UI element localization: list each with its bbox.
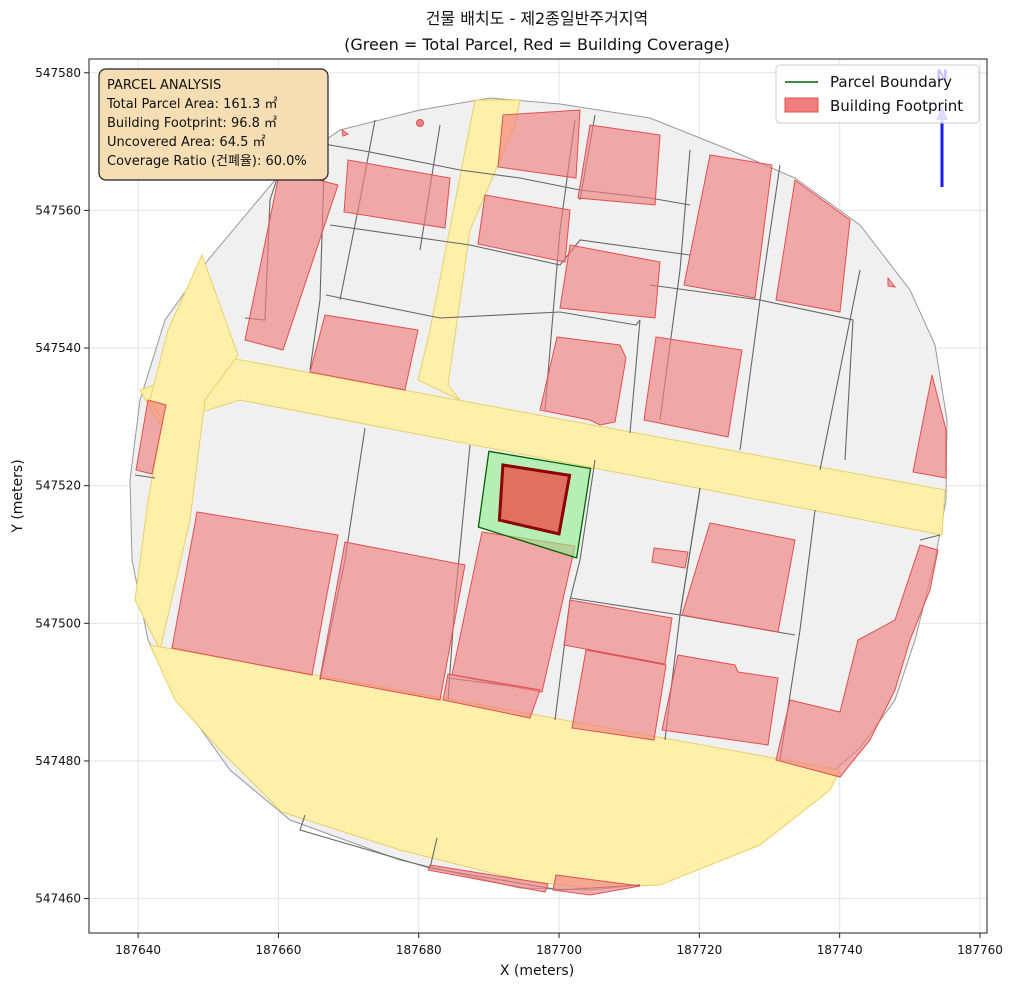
road-ns-center (417, 99, 521, 401)
building (563, 599, 673, 665)
small-marker (416, 119, 424, 127)
x-tick-label: 187740 (817, 943, 863, 957)
building (309, 314, 419, 391)
map-layer (129, 97, 948, 896)
building (651, 547, 689, 569)
x-tick-label: 187700 (536, 943, 582, 957)
chart-title: 건물 배치도 - 제2종일반주거지역 (426, 9, 649, 28)
plot-frame (88, 58, 988, 934)
chart-subtitle: (Green = Total Parcel, Red = Building Co… (344, 35, 730, 54)
y-tick-label: 547540 (35, 341, 81, 355)
y-tick-label: 547500 (35, 616, 81, 630)
building (912, 374, 947, 479)
building (683, 154, 773, 299)
y-axis-label: Y (meters) (10, 459, 26, 533)
x-axis-label: X (meters) (500, 963, 574, 979)
north-label: N (936, 68, 948, 84)
y-tick-label: 547480 (35, 754, 81, 768)
y-tick-label: 547580 (35, 66, 81, 80)
x-tick-label: 187640 (115, 943, 161, 957)
info-box-background (98, 68, 329, 181)
x-tick-label: 187660 (256, 943, 302, 957)
legend-background (775, 64, 980, 124)
legend: Parcel Boundary Building Footprint (775, 64, 980, 124)
x-tick-label: 187720 (676, 943, 722, 957)
legend-building-label: Building Footprint (830, 97, 963, 115)
building (343, 159, 451, 229)
building (477, 194, 571, 263)
building (171, 511, 339, 676)
building (442, 673, 541, 719)
building (643, 336, 743, 438)
building (571, 649, 667, 741)
x-tick-label: 187760 (957, 943, 1003, 957)
info-ratio: Coverage Ratio (건폐율): 60.0% (107, 154, 307, 169)
y-tick-label: 547520 (35, 479, 81, 493)
building (319, 541, 466, 701)
y-tick-label: 547560 (35, 203, 81, 217)
building (427, 864, 549, 893)
building (887, 276, 897, 288)
building (539, 336, 627, 426)
building (681, 522, 796, 633)
parcel-analysis-box: PARCEL ANALYSIS Total Parcel Area: 161.3… (98, 68, 329, 181)
building (341, 128, 350, 137)
buildings (135, 109, 947, 896)
roads (134, 99, 946, 889)
building (497, 109, 581, 179)
info-total-area: Total Parcel Area: 161.3 ㎡ (106, 97, 277, 112)
target-building (497, 463, 572, 536)
building (559, 244, 661, 319)
info-heading: PARCEL ANALYSIS (107, 78, 221, 93)
info-footprint: Building Footprint: 96.8 ㎡ (107, 116, 277, 131)
building (775, 544, 939, 778)
x-tick-label: 187680 (396, 943, 442, 957)
x-ticks: 187640 187660 187680 187700 187720 187740 1877… (115, 933, 1003, 957)
y-ticks: 547460 547480 547500 547520 547540 547560 5475… (35, 66, 89, 906)
info-uncovered: Uncovered Area: 64.5 ㎡ (107, 135, 266, 150)
legend-parcel-label: Parcel Boundary (830, 73, 952, 91)
building (552, 874, 641, 896)
building (775, 179, 851, 313)
building (661, 654, 779, 746)
road-ns-west (134, 253, 239, 652)
building (577, 124, 661, 206)
y-tick-label: 547460 (35, 892, 81, 906)
legend-building-swatch (784, 97, 819, 113)
building (135, 399, 167, 475)
